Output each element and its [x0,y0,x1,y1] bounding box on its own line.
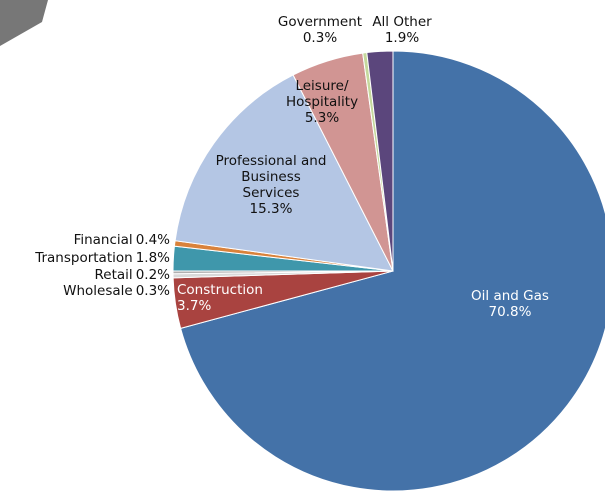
data-label: Government 0.3% [270,14,370,46]
label-name: Transportation [35,250,133,266]
pie-slice [174,74,394,272]
label-name: Retail [94,267,133,283]
data-label: Oil and Gas 70.8% [450,288,570,320]
label-name: Wholesale [63,283,133,299]
label-name: Oil and Gas [471,288,549,304]
label-name: Financial [73,232,133,248]
label-value: 0.3% [135,283,170,299]
data-label: Professional and Business Services 15.3% [212,153,330,217]
label-value: 70.8% [488,304,532,320]
label-value: 5.3% [304,110,340,126]
data-label: Retail 0.2% [20,267,170,283]
data-label: Transportation 1.8% [0,250,170,266]
data-label: Leisure/ Hospitality 5.3% [272,78,372,126]
data-label: Construction 3.7% [177,282,277,314]
label-value: 1.8% [135,250,170,266]
label-name: Government [277,14,363,30]
label-name: Professional and Business Services [215,153,327,201]
label-name: Leisure/ Hospitality [285,78,359,110]
data-label: Financial 0.4% [20,232,170,248]
label-value: 3.7% [177,298,212,314]
label-value: 0.3% [302,30,338,46]
label-value: 0.2% [135,267,170,283]
pie-slice [180,50,605,491]
decor-shape [0,0,48,46]
label-value: 1.9% [384,30,420,46]
label-name: All Other [372,14,432,30]
label-value: 15.3% [249,201,293,217]
data-label: All Other 1.9% [362,14,442,46]
pie-slice [366,50,394,272]
label-name: Construction [177,282,263,298]
label-value: 0.4% [135,232,170,248]
data-label: Wholesale 0.3% [20,283,170,299]
